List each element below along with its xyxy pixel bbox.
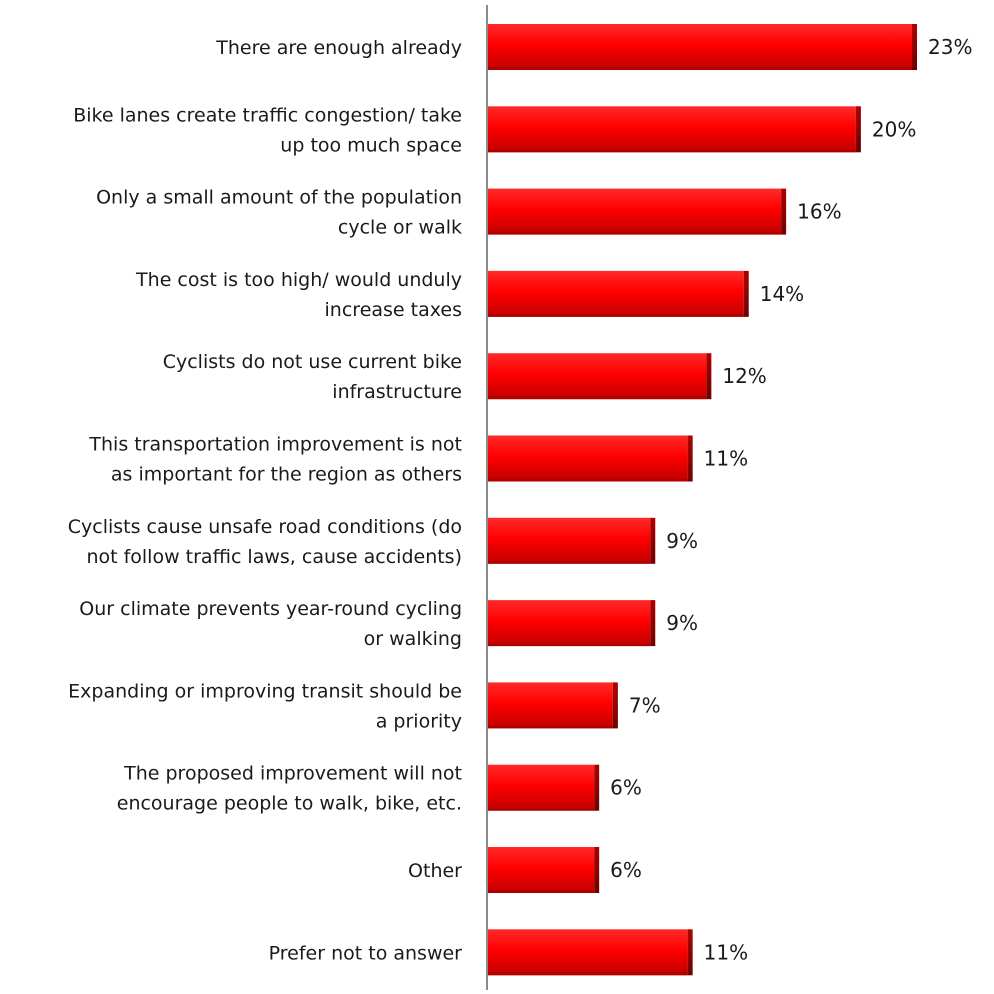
bar: [487, 435, 693, 482]
category-label: Prefer not to answer: [269, 942, 463, 964]
value-label: 20%: [872, 117, 916, 141]
bar-bottom-shade: [487, 560, 651, 564]
bar-body: [487, 847, 595, 893]
bar-body: [487, 106, 856, 153]
bar-bottom-shade: [487, 807, 595, 811]
category-label: up too much space: [280, 134, 462, 156]
category-label: encourage people to walk, bike, etc.: [117, 793, 462, 815]
bar: [487, 188, 787, 235]
bar-body: [487, 353, 707, 400]
category-label: cycle or walk: [338, 217, 462, 239]
bar-bottom-shade: [487, 478, 688, 482]
category-label: Our climate prevents year-round cycling: [79, 598, 462, 620]
bar-body: [487, 929, 688, 976]
category-label: increase taxes: [325, 299, 462, 321]
bar-end-shade: [650, 600, 656, 647]
bar-body: [487, 188, 782, 235]
value-labels: 23% 20% 16% 14% 12% 11% 9% 9% 7% 6% 6% 11%: [610, 35, 972, 964]
bar-end-shade: [687, 929, 693, 976]
bar: [487, 600, 656, 647]
category-label: Other: [408, 860, 462, 882]
bar-end-shade: [687, 435, 693, 482]
bar-bottom-shade: [487, 972, 688, 976]
value-label: 23%: [928, 35, 972, 59]
bar-end-shade: [650, 517, 656, 564]
bar-bottom-shade: [487, 313, 744, 317]
category-label: This transportation improvement is not: [88, 434, 462, 456]
bar-body: [487, 764, 595, 811]
bar-end-shade: [706, 353, 712, 400]
category-labels: There are enough already Bike lanes creat…: [68, 37, 462, 964]
bar-bottom-shade: [487, 890, 595, 893]
value-label: 6%: [610, 858, 642, 882]
bar: [487, 270, 749, 317]
value-label: 7%: [629, 693, 661, 717]
category-label: Cyclists do not use current bike: [163, 351, 462, 373]
value-label: 16%: [797, 200, 841, 224]
category-label: The proposed improvement will not: [123, 763, 462, 785]
bar-body: [487, 435, 688, 482]
bar-end-shade: [612, 682, 618, 729]
bar-body: [487, 270, 744, 317]
category-label: There are enough already: [215, 37, 462, 59]
bar: [487, 106, 861, 153]
bar: [487, 682, 618, 729]
category-label: Cyclists cause unsafe road conditions (d…: [68, 516, 462, 538]
bar-bottom-shade: [487, 396, 707, 400]
category-label: infrastructure: [332, 381, 462, 403]
category-label: or walking: [364, 628, 462, 650]
bars-layer: [487, 24, 917, 976]
bar-end-shade: [594, 764, 600, 811]
bar-body: [487, 682, 613, 729]
bar-body: [487, 24, 912, 70]
bar: [487, 353, 712, 400]
value-label: 9%: [666, 529, 698, 553]
bar-end-shade: [855, 106, 861, 153]
category-label: Only a small amount of the population: [96, 187, 462, 209]
bar-bottom-shade: [487, 643, 651, 647]
bar-bottom-shade: [487, 231, 782, 235]
value-label: 6%: [610, 776, 642, 800]
bar-end-shade: [912, 24, 917, 70]
bar: [487, 847, 600, 893]
bar-body: [487, 517, 651, 564]
bar: [487, 929, 693, 976]
value-label: 11%: [704, 447, 748, 471]
bar: [487, 764, 600, 811]
category-label: as important for the region as others: [111, 464, 462, 486]
category-label: Bike lanes create traffic congestion/ ta…: [73, 104, 462, 126]
bar-end-shade: [594, 847, 600, 893]
category-label: not follow traffic laws, cause accidents…: [86, 546, 462, 568]
bar: [487, 24, 917, 70]
bar-end-shade: [781, 188, 787, 235]
category-label: Expanding or improving transit should be: [68, 680, 462, 702]
bar-end-shade: [743, 270, 749, 317]
category-label: a priority: [376, 710, 462, 732]
bar-body: [487, 600, 651, 647]
value-label: 11%: [704, 940, 748, 964]
value-label: 12%: [722, 364, 766, 388]
bar: [487, 517, 656, 564]
bar-bottom-shade: [487, 67, 912, 70]
category-label: The cost is too high/ would unduly: [135, 269, 462, 291]
value-label: 9%: [666, 611, 698, 635]
bar-bottom-shade: [487, 149, 856, 153]
value-label: 14%: [760, 282, 804, 306]
bar-bottom-shade: [487, 725, 613, 729]
